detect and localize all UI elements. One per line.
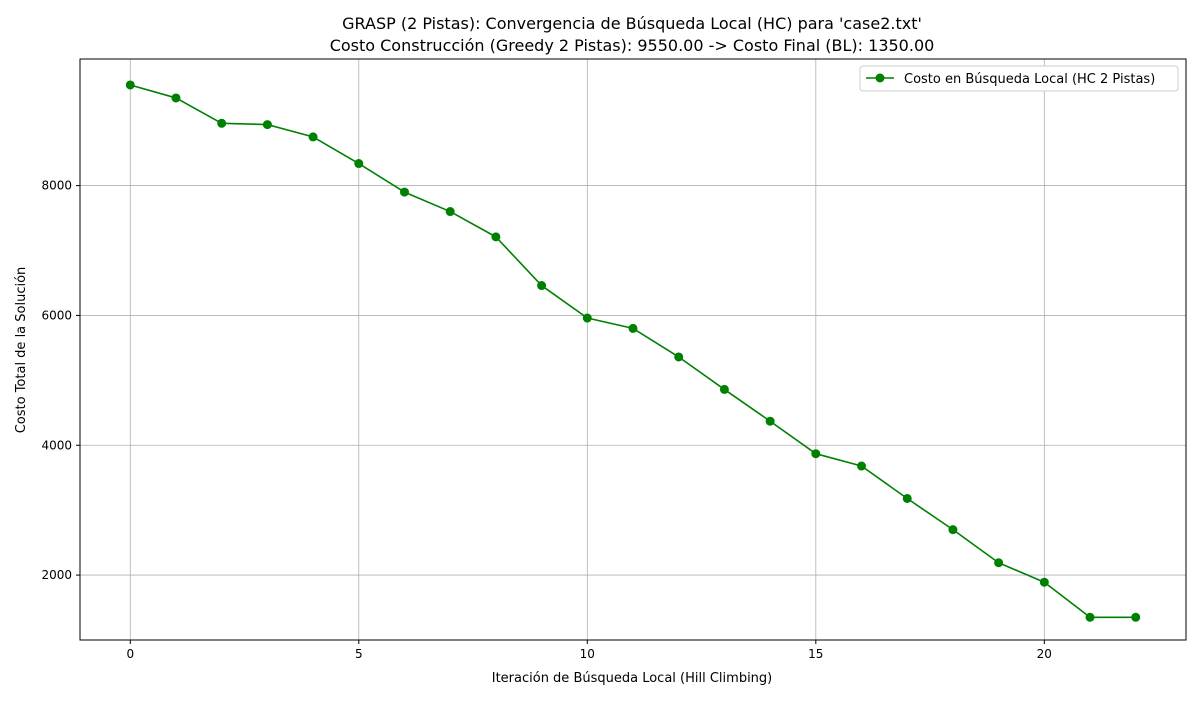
data-point bbox=[445, 207, 455, 217]
data-point bbox=[491, 232, 501, 242]
data-point bbox=[811, 449, 821, 459]
data-point bbox=[948, 525, 958, 535]
axis-ticks: 0 5 10 15 20 2000 4000 6000 8000 bbox=[41, 179, 1052, 661]
data-point bbox=[537, 281, 547, 291]
data-point bbox=[308, 132, 318, 142]
data-point bbox=[354, 159, 364, 169]
data-point bbox=[994, 558, 1004, 568]
x-tick-label: 0 bbox=[126, 647, 134, 661]
data-point bbox=[171, 93, 181, 103]
x-tick-label: 20 bbox=[1037, 647, 1052, 661]
y-tick-label: 8000 bbox=[41, 179, 72, 193]
data-point bbox=[628, 323, 638, 333]
series-line bbox=[130, 84, 1136, 619]
x-tick-label: 5 bbox=[355, 647, 363, 661]
data-point bbox=[857, 461, 867, 471]
y-tick-label: 6000 bbox=[41, 308, 72, 322]
data-point bbox=[674, 352, 684, 362]
legend-box bbox=[859, 65, 1179, 92]
data-point bbox=[902, 493, 912, 503]
chart-title: GRASP (2 Pistas): Convergencia de Búsque… bbox=[342, 14, 922, 33]
x-tick-label: 15 bbox=[808, 647, 823, 661]
grid-lines bbox=[80, 59, 1186, 640]
data-point bbox=[1085, 612, 1095, 622]
data-point bbox=[262, 120, 272, 130]
chart-subtitle: Costo Construcción (Greedy 2 Pistas): 95… bbox=[330, 36, 935, 55]
x-tick-label: 10 bbox=[580, 647, 595, 661]
legend: Costo en Búsqueda Local (HC 2 Pistas) bbox=[859, 65, 1179, 92]
legend-label: Costo en Búsqueda Local (HC 2 Pistas) bbox=[904, 72, 1155, 87]
x-axis-label: Iteración de Búsqueda Local (Hill Climbi… bbox=[492, 671, 773, 686]
data-point bbox=[217, 118, 227, 128]
series-layer bbox=[125, 80, 1141, 622]
y-axis-label: Costo Total de la Solución bbox=[14, 267, 29, 434]
legend-marker-swatch bbox=[875, 73, 885, 83]
data-point bbox=[1131, 612, 1141, 622]
data-point bbox=[1039, 577, 1049, 587]
data-point bbox=[125, 80, 135, 90]
plot-frame bbox=[79, 58, 1187, 641]
data-point bbox=[719, 384, 729, 394]
data-point bbox=[765, 416, 775, 426]
data-point bbox=[582, 313, 592, 323]
data-point bbox=[399, 187, 409, 197]
y-tick-label: 4000 bbox=[41, 438, 72, 452]
y-tick-label: 2000 bbox=[41, 568, 72, 582]
